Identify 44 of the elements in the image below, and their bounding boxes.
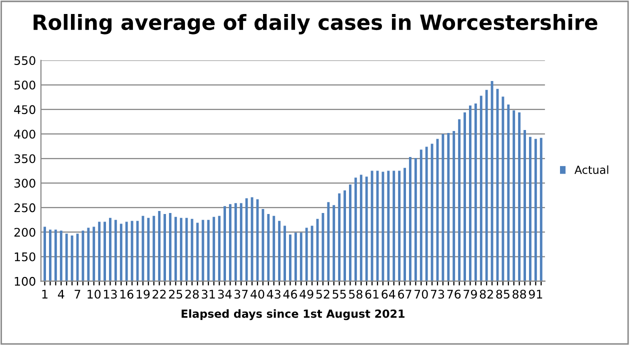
x-tick-label: 79 [464,290,477,299]
x-tick-label: 70 [414,290,428,299]
x-tick-label: 91 [528,290,542,299]
x-tick-label: 7 [74,290,80,298]
x-tick-label: 22 [152,290,166,298]
y-tick-label: 400 [14,130,36,139]
y-tick-label: 550 [14,56,36,66]
y-tick-label: 500 [14,80,36,90]
x-tick-label: 49 [300,290,314,299]
x-tick-label: 88 [512,290,526,299]
x-tick-label: 67 [398,290,412,299]
x-axis-title: Elapsed days since 1st August 2021 [182,309,404,320]
y-tick-label: 150 [14,252,36,262]
chart-title: Rolling average of daily cases in Worcestershire [34,14,598,34]
x-tick-label: 34 [218,290,232,299]
x-tick-label: 64 [382,290,396,299]
x-tick-label: 1 [42,290,48,298]
y-tick-label: 100 [14,276,36,286]
x-tick-label: 40 [250,290,264,299]
x-tick-label: 61 [365,290,378,299]
x-tick-label: 10 [88,290,101,299]
x-tick-label: 55 [332,290,346,299]
legend-label: Actual [574,165,608,174]
x-tick-label: 82 [480,290,493,299]
y-tick-label: 450 [14,105,36,114]
x-tick-label: 4 [58,290,64,298]
x-tick-label: 31 [202,290,215,299]
x-tick-label: 43 [266,290,280,299]
x-tick-label: 28 [185,290,199,299]
x-tick-label: 58 [349,290,362,299]
y-tick-label: 200 [14,228,36,237]
x-tick-label: 76 [447,290,461,299]
x-tick-label: 85 [496,290,510,299]
y-tick-label: 250 [14,203,36,212]
x-tick-label: 37 [234,290,248,299]
y-tick-label: 300 [14,178,36,188]
y-tick-label: 350 [14,154,36,164]
x-tick-label: 52 [316,290,330,299]
x-tick-label: 16 [120,290,134,299]
x-tick-label: 13 [104,290,117,299]
x-tick-label: 25 [169,290,182,299]
x-tick-label: 73 [430,290,444,299]
x-tick-label: 46 [283,290,297,299]
x-tick-label: 19 [136,290,150,299]
